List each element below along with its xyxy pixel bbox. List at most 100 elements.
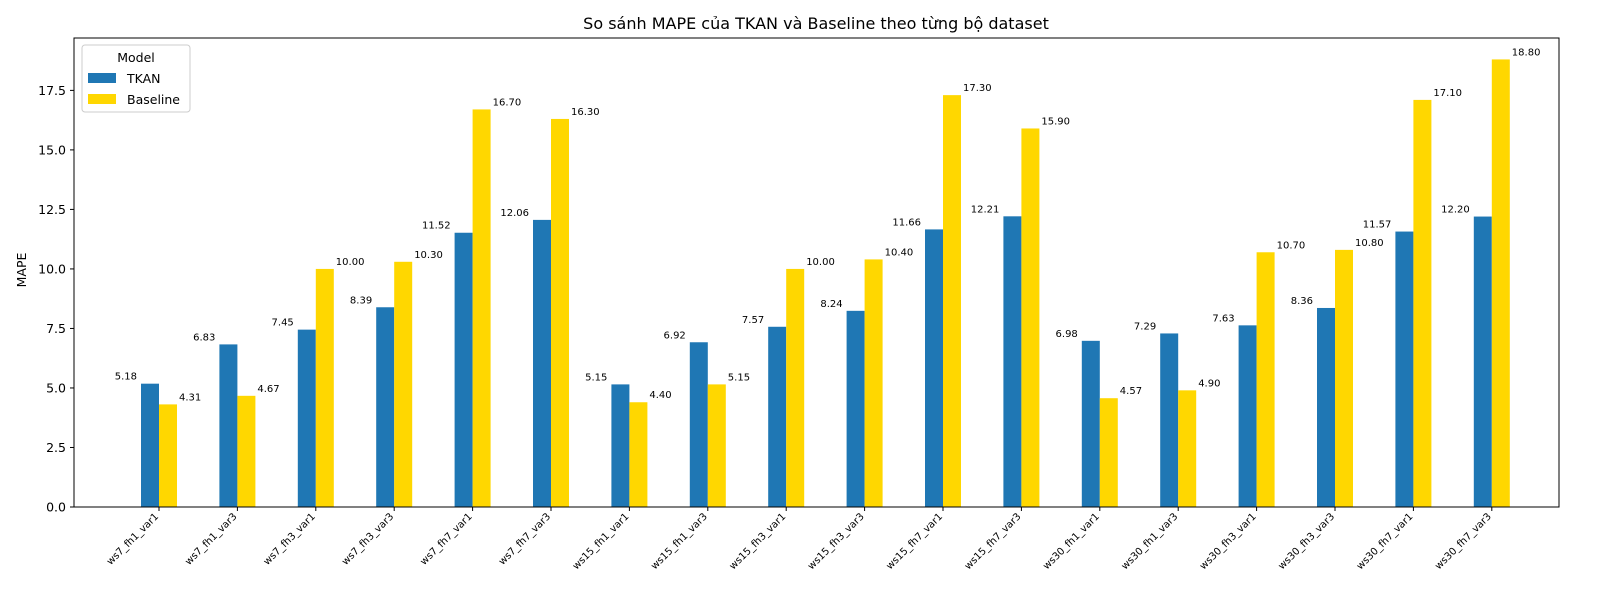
bar-baseline-ws30_fh7_var3 — [1491, 59, 1510, 508]
x-tick-label: ws15_fh1_var1 — [571, 511, 632, 572]
bar-baseline-ws30_fh7_var1 — [1413, 99, 1432, 508]
bar-baseline-ws15_fh1_var1 — [629, 402, 648, 507]
data-label-tkan: 7.29 — [1134, 321, 1156, 332]
bar-tkan-ws7_fh1_var3 — [219, 344, 238, 507]
data-label-baseline: 18.80 — [1512, 47, 1541, 58]
y-tick-label: 5.0 — [46, 380, 66, 395]
y-tick-label: 7.5 — [46, 321, 66, 336]
bar-tkan-ws30_fh1_var3 — [1160, 333, 1179, 507]
bar-tkan-ws15_fh1_var3 — [689, 342, 708, 507]
plot-frame — [73, 37, 1560, 508]
x-tick-label: ws15_fh3_var1 — [728, 511, 789, 572]
data-label-tkan: 5.18 — [115, 372, 137, 383]
data-label-baseline: 4.67 — [257, 384, 279, 395]
bar-baseline-ws7_fh3_var3 — [394, 261, 413, 507]
y-tick-label: 0.0 — [46, 500, 66, 515]
data-label-baseline: 10.70 — [1277, 240, 1306, 251]
bar-baseline-ws30_fh3_var3 — [1335, 249, 1353, 508]
bar-baseline-ws7_fh1_var1 — [159, 404, 177, 507]
plot-area: 0.0 2.5 5.0 7.5 10.0 12.5 15.0 17.5 5.18 4.31 ws7_… — [38, 47, 1540, 572]
data-label-baseline: 17.10 — [1433, 88, 1462, 99]
bar-tkan-ws30_fh1_var1 — [1081, 340, 1100, 507]
data-label-tkan: 12.20 — [1441, 205, 1470, 216]
bar-tkan-ws7_fh7_var3 — [533, 219, 551, 507]
x-tick-label: ws7_fh7_var1 — [419, 511, 475, 567]
data-label-tkan: 8.39 — [350, 295, 372, 306]
data-label-baseline: 4.31 — [179, 392, 201, 403]
x-tick-label: ws7_fh1_var3 — [183, 511, 239, 567]
y-tick-label: 10.0 — [38, 261, 66, 276]
bar-tkan-ws7_fh3_var3 — [376, 307, 395, 507]
bar-baseline-ws15_fh7_var1 — [943, 95, 961, 507]
x-tick-label: ws7_fh1_var1 — [105, 511, 161, 567]
data-label-baseline: 10.30 — [414, 250, 443, 261]
bar-tkan-ws7_fh3_var1 — [297, 329, 316, 507]
legend-swatch-baseline — [88, 94, 116, 104]
bar-tkan-ws7_fh7_var1 — [454, 232, 473, 507]
data-label-baseline: 4.40 — [649, 390, 671, 401]
x-tick-label: ws30_fh1_var3 — [1120, 511, 1181, 572]
bar-baseline-ws30_fh1_var1 — [1099, 398, 1118, 507]
data-label-tkan: 11.57 — [1363, 220, 1392, 231]
x-tick-label: ws30_fh3_var1 — [1198, 511, 1259, 572]
bar-baseline-ws7_fh1_var3 — [237, 395, 256, 507]
bar-tkan-ws30_fh7_var3 — [1473, 216, 1492, 508]
data-label-tkan: 11.66 — [892, 217, 921, 228]
bar-baseline-ws7_fh7_var1 — [472, 109, 491, 507]
y-tick-label: 15.0 — [38, 142, 66, 157]
legend-title: Model — [117, 50, 155, 65]
x-tick-label: ws15_fh1_var3 — [649, 511, 710, 572]
bar-baseline-ws30_fh3_var1 — [1256, 252, 1275, 507]
bar-tkan-ws15_fh7_var3 — [1003, 216, 1022, 507]
x-tick-label: ws15_fh3_var3 — [806, 511, 867, 572]
bar-baseline-ws7_fh3_var1 — [315, 268, 334, 507]
data-label-tkan: 7.45 — [272, 318, 294, 329]
y-axis-title: MAPE — [14, 253, 29, 288]
x-tick-label: ws7_fh3_var3 — [340, 511, 396, 567]
data-label-tkan: 6.83 — [193, 332, 215, 343]
y-tick-label: 2.5 — [46, 440, 66, 455]
bar-tkan-ws15_fh3_var1 — [768, 326, 787, 507]
legend-swatch-tkan — [88, 73, 116, 83]
x-tick-label: ws7_fh3_var1 — [262, 511, 318, 567]
data-label-tkan: 11.52 — [422, 221, 451, 232]
data-label-tkan: 8.36 — [1291, 296, 1313, 307]
data-label-baseline: 16.30 — [571, 107, 600, 118]
y-tick-label: 17.5 — [38, 83, 66, 98]
x-tick-label: ws7_fh7_var3 — [497, 511, 553, 567]
data-label-baseline: 10.80 — [1355, 238, 1384, 249]
bar-tkan-ws30_fh3_var1 — [1238, 325, 1257, 507]
legend-label-tkan: TKAN — [126, 71, 161, 86]
data-label-baseline: 15.90 — [1041, 116, 1070, 127]
data-label-baseline: 5.15 — [728, 372, 750, 383]
bar-baseline-ws15_fh3_var1 — [786, 268, 805, 507]
bar-tkan-ws15_fh1_var1 — [611, 384, 630, 507]
data-label-baseline: 4.90 — [1198, 378, 1220, 389]
data-label-baseline: 17.30 — [963, 83, 992, 94]
data-label-tkan: 7.63 — [1212, 313, 1234, 324]
bar-tkan-ws30_fh3_var3 — [1317, 307, 1335, 507]
legend: Model TKAN Baseline — [81, 44, 191, 113]
bar-tkan-ws7_fh1_var1 — [141, 383, 159, 507]
data-label-tkan: 5.15 — [585, 372, 607, 383]
x-tick-label: ws30_fh1_var1 — [1041, 511, 1102, 572]
bar-tkan-ws15_fh3_var3 — [846, 310, 865, 507]
x-tick-label: ws15_fh7_var3 — [963, 511, 1024, 572]
x-tick-label: ws15_fh7_var1 — [884, 511, 945, 572]
data-label-tkan: 8.24 — [820, 299, 842, 310]
bar-baseline-ws15_fh1_var3 — [707, 384, 726, 507]
x-tick-label: ws30_fh3_var3 — [1276, 511, 1337, 572]
bar-baseline-ws7_fh7_var3 — [551, 118, 569, 508]
data-label-tkan: 12.21 — [971, 204, 1000, 215]
data-label-baseline: 10.40 — [885, 247, 914, 258]
data-label-tkan: 12.06 — [500, 208, 529, 219]
x-tick-label: ws30_fh7_var3 — [1433, 511, 1494, 572]
y-tick-label: 12.5 — [38, 202, 66, 217]
x-tick-label: ws30_fh7_var1 — [1355, 511, 1416, 572]
data-label-tkan: 6.98 — [1056, 329, 1078, 340]
bar-tkan-ws15_fh7_var1 — [925, 229, 943, 508]
data-label-baseline: 10.00 — [806, 257, 835, 268]
chart-title: So sánh MAPE của TKAN và Baseline theo t… — [583, 14, 1049, 33]
data-label-baseline: 10.00 — [336, 257, 365, 268]
